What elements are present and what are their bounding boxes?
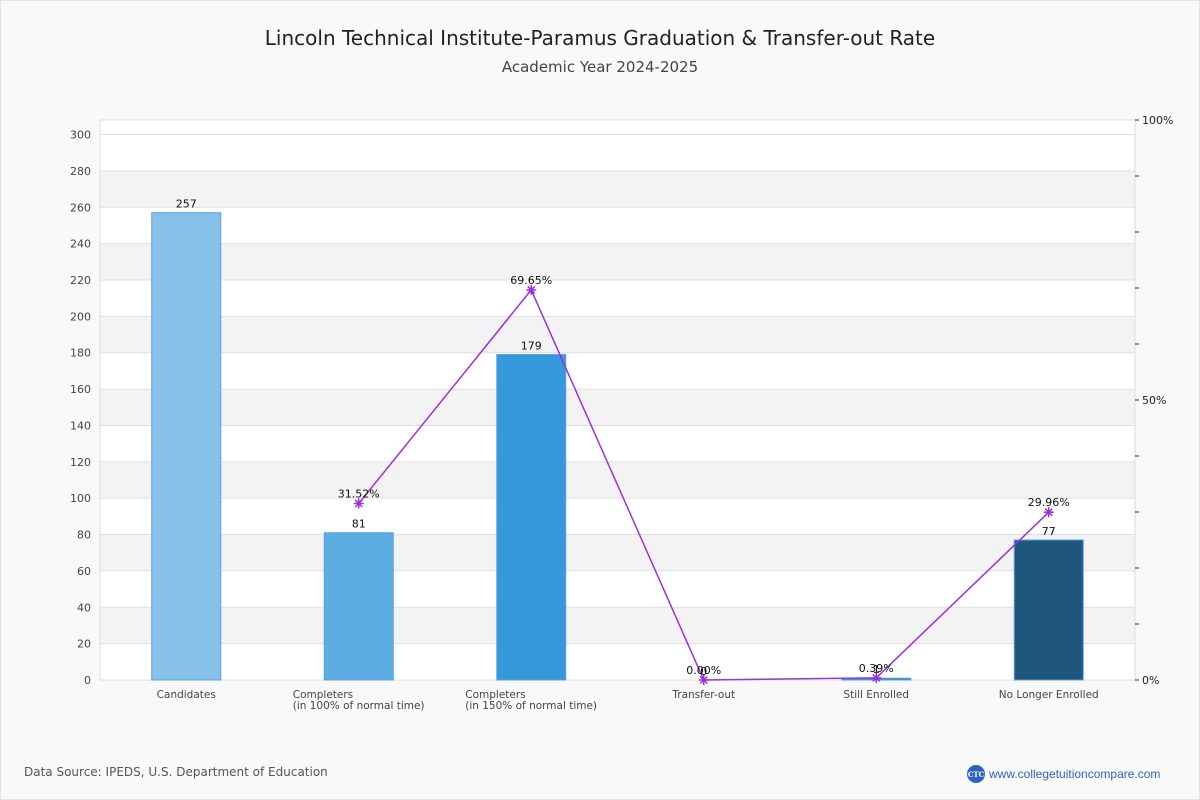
bars (151, 212, 1084, 681)
left-tick-label: 40 (77, 601, 91, 614)
grid-band (100, 461, 1135, 499)
left-axis: 0 20 40 60 80 100 120 140 160 180 200 220 240 260 280 3… (70, 129, 91, 687)
left-tick-label: 80 (77, 529, 91, 542)
rate-value-label: 69.65% (510, 274, 552, 287)
marker-stroke (699, 675, 708, 685)
left-tick-label: 280 (70, 165, 91, 178)
marker-stroke (527, 285, 536, 294)
grid-band (100, 607, 1135, 644)
x-tick-label: Transfer-out (671, 689, 735, 701)
x-tick-label: Completers (293, 689, 353, 701)
x-tick-label: Completers (465, 689, 525, 701)
right-tick-label: 50% (1142, 394, 1166, 407)
left-tick-label: 180 (70, 347, 91, 360)
bar-value-label: 77 (1042, 525, 1056, 538)
bar-value-label: 179 (521, 340, 542, 353)
rate-value-label: 31.52% (338, 487, 380, 500)
grid-band (100, 243, 1135, 280)
bar (323, 532, 394, 681)
marker-stroke (1044, 508, 1053, 517)
bar-value-label: 0 (700, 665, 707, 678)
rate-value-label: 0.39% (859, 662, 894, 675)
bar-labels: 257 81 179 0 1 77 (176, 198, 1056, 678)
chart-subtitle: Academic Year 2024-2025 (501, 58, 699, 76)
left-tick-label: 220 (70, 274, 91, 287)
brand-url: www.collegetuitioncompare.com (989, 767, 1161, 781)
rate-labels: 31.52% 69.65% 0.00% 0.39% 29.96% (338, 274, 1070, 677)
x-axis: Candidates Completers(in 100% of normal t… (157, 689, 1099, 712)
left-tick-label: 60 (77, 565, 91, 578)
rate-line (353, 284, 1054, 685)
rate-point-marker (353, 498, 364, 509)
left-tick-label: 100 (70, 492, 91, 505)
grid-band (100, 534, 1135, 571)
grid-bands (100, 120, 1135, 680)
bar (151, 212, 222, 681)
left-tick-label: 20 (77, 638, 91, 651)
x-tick-label: (in 100% of normal time) (293, 700, 425, 712)
bar (1013, 539, 1084, 681)
left-tick-label: 140 (70, 419, 91, 432)
rate-point-marker (871, 672, 882, 683)
data-source: Data Source: IPEDS, U.S. Department of E… (24, 765, 328, 779)
bar (496, 354, 567, 681)
rate-value-label: 29.96% (1028, 496, 1070, 509)
left-tick-label: 300 (70, 129, 91, 142)
left-tick-label: 160 (70, 383, 91, 396)
left-tick-label: 260 (70, 201, 91, 214)
x-tick-label: Still Enrolled (843, 689, 909, 701)
chart-title: Lincoln Technical Institute-Paramus Grad… (264, 26, 936, 50)
bar-value-label: 257 (176, 198, 197, 211)
rate-point-marker (698, 675, 709, 685)
right-tick-label: 100% (1142, 114, 1173, 127)
x-tick-label: Candidates (157, 689, 216, 701)
grid-band (100, 389, 1135, 426)
bar-value-label: 1 (873, 663, 880, 676)
right-axis: 0% 50% 100% (1135, 114, 1173, 687)
left-tick-label: 200 (70, 310, 91, 323)
right-tick-label: 0% (1142, 674, 1159, 687)
x-tick-label: (in 150% of normal time) (465, 700, 597, 712)
grid-band (100, 170, 1135, 208)
brand-logo-icon: CTC (967, 765, 985, 783)
marker-stroke (354, 499, 363, 508)
rate-point-marker (1043, 507, 1054, 518)
left-tick-label: 240 (70, 238, 91, 251)
left-tick-label: 120 (70, 456, 91, 469)
marker-stroke (872, 673, 881, 682)
rate-value-label: 0.00% (686, 664, 721, 677)
left-tick-label: 0 (84, 674, 91, 687)
x-tick-label: No Longer Enrolled (999, 689, 1099, 701)
rate-point-marker (526, 284, 537, 295)
bar-value-label: 81 (352, 518, 366, 531)
grid-band (100, 316, 1135, 353)
brand-link[interactable]: CTC www.collegetuitioncompare.com (967, 765, 1160, 783)
